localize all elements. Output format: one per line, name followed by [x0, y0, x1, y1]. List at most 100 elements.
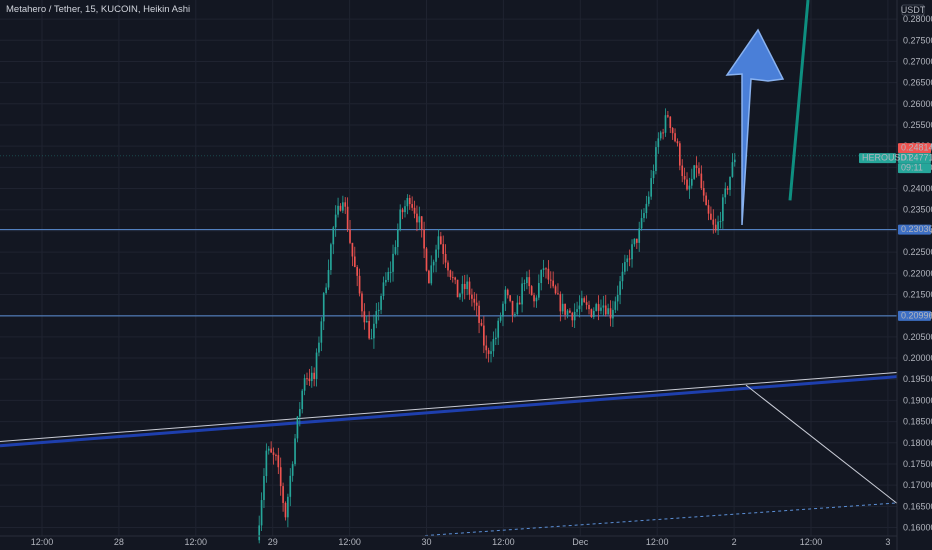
- candle-body: [483, 325, 485, 346]
- candle-body: [612, 309, 614, 319]
- candle-body: [497, 320, 500, 338]
- candle-body: [523, 283, 526, 285]
- candle-body: [480, 322, 483, 326]
- rising-channel-upper[interactable]: [0, 371, 898, 443]
- candle-body: [394, 247, 397, 254]
- candle-body: [604, 305, 607, 315]
- level-price-label: 0.23030: [901, 224, 932, 234]
- candle-body: [509, 295, 511, 301]
- price-axis-background: [897, 0, 932, 550]
- candle-body: [719, 221, 722, 223]
- candle-body: [695, 165, 698, 169]
- time-tick-label: 12:00: [338, 537, 361, 547]
- time-tick-label: 12:00: [492, 537, 515, 547]
- drawing-tools[interactable]: [0, 0, 898, 537]
- candle-body: [463, 283, 466, 290]
- candle-body: [279, 467, 282, 487]
- candle-body: [590, 309, 593, 318]
- candle-body: [332, 227, 335, 245]
- candle-body: [652, 171, 655, 179]
- candle-body: [607, 308, 609, 315]
- candle-body: [380, 295, 382, 310]
- time-tick-label: 30: [421, 537, 431, 547]
- blue-up-arrow[interactable]: [725, 28, 785, 226]
- candle-body: [573, 311, 576, 321]
- candle-body: [557, 293, 559, 295]
- candle-body: [726, 188, 729, 190]
- candle-body: [337, 205, 339, 215]
- candle-body: [585, 302, 588, 305]
- level-price-label-bg: [898, 310, 931, 321]
- time-tick-label: 3: [885, 537, 890, 547]
- candle-body: [430, 265, 433, 284]
- candle-body: [640, 218, 643, 229]
- level-price-label-bg: [898, 224, 931, 235]
- candle-body: [621, 271, 624, 282]
- candle-body: [267, 448, 270, 451]
- candle-body: [554, 286, 557, 294]
- candle-body: [624, 262, 626, 272]
- candle-body: [595, 304, 598, 311]
- candle-body: [456, 279, 459, 298]
- candle-body: [499, 316, 502, 321]
- candle-body: [272, 452, 275, 455]
- candle-body: [626, 258, 629, 263]
- candle-body: [702, 188, 705, 196]
- candle-body: [330, 244, 332, 271]
- candle-body: [420, 216, 423, 230]
- candle-body: [609, 308, 612, 319]
- time-axis[interactable]: 12:00 28 12:00 29 12:00 30 12:00 Dec 12:00 2 12:00…: [0, 535, 897, 547]
- candle-body: [569, 310, 571, 313]
- candle-body: [712, 219, 715, 225]
- candle-body: [315, 352, 318, 379]
- candle-body: [461, 283, 464, 294]
- time-tick-label: 28: [114, 537, 124, 547]
- candle-body: [301, 390, 304, 410]
- time-tick-label: Dec: [572, 537, 589, 547]
- grid-lines: [0, 0, 897, 536]
- candle-body: [530, 286, 533, 296]
- candle-body: [614, 301, 617, 310]
- candle-body: [275, 454, 277, 456]
- time-tick-label: 29: [268, 537, 278, 547]
- dashed-trend-line[interactable]: [424, 502, 898, 537]
- candle-body: [631, 244, 633, 260]
- candle-body: [389, 271, 392, 273]
- candle-body: [487, 350, 490, 354]
- candle-body: [432, 261, 435, 266]
- candle-body: [408, 197, 411, 205]
- time-tick-label: 12:00: [646, 537, 669, 547]
- teal-projection-line[interactable]: [788, 0, 810, 201]
- candle-body: [717, 221, 719, 231]
- candle-body: [733, 159, 736, 163]
- up-arrow-drawing[interactable]: [725, 28, 785, 226]
- candle-body: [471, 294, 473, 299]
- candle-body: [284, 502, 287, 518]
- rising-channel-lower[interactable]: [0, 375, 898, 448]
- candle-body: [690, 178, 693, 186]
- candle-body: [339, 205, 342, 211]
- candle-body: [454, 277, 457, 280]
- diagonal-down-line[interactable]: [745, 384, 898, 504]
- candle-body: [385, 279, 387, 283]
- candle-body: [308, 378, 311, 382]
- candle-body: [657, 138, 660, 148]
- candle-body: [688, 185, 691, 190]
- currency-box[interactable]: [901, 4, 925, 16]
- candle-body: [698, 168, 700, 174]
- candle-body: [662, 132, 664, 134]
- candle-body: [306, 378, 308, 380]
- candle-body: [628, 258, 631, 260]
- candle-body: [425, 248, 428, 271]
- candle-body: [669, 116, 672, 128]
- last-price-label: 0.24771: [901, 153, 932, 163]
- candle-body: [270, 448, 272, 453]
- candle-body: [298, 409, 301, 417]
